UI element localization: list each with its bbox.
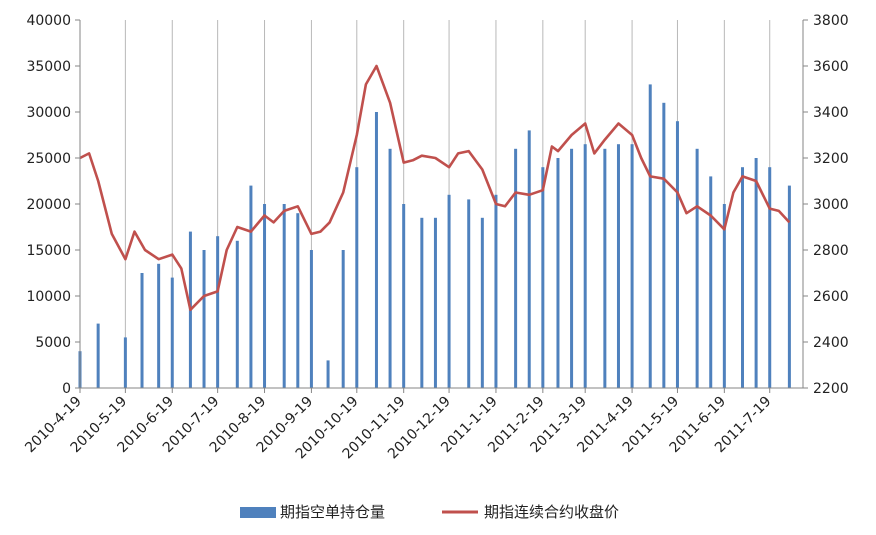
right-tick-label: 2600: [813, 289, 849, 305]
bar: [695, 148, 699, 388]
bar: [402, 204, 406, 388]
bar: [235, 240, 239, 388]
bar: [202, 250, 206, 388]
bar: [675, 121, 679, 388]
bar: [216, 236, 220, 388]
bar: [740, 167, 744, 388]
left-tick-label: 30000: [26, 105, 71, 121]
bar: [722, 204, 726, 388]
bar: [787, 185, 791, 388]
left-tick-label: 40000: [26, 13, 71, 29]
bar: [648, 84, 652, 389]
left-tick-label: 20000: [26, 197, 71, 213]
right-tick-label: 2400: [813, 335, 849, 351]
bar: [541, 167, 545, 388]
bar: [447, 194, 451, 388]
left-tick-label: 25000: [26, 151, 71, 167]
right-tick-label: 3600: [813, 59, 849, 75]
right-tick-label: 3000: [813, 197, 849, 213]
bar: [467, 199, 471, 388]
bar: [556, 158, 560, 388]
left-axis-ticks: 0 5000 10000 15000 20000 25000 30000 35000 40000: [26, 13, 80, 397]
left-tick-label: 0: [62, 381, 71, 397]
left-tick-label: 35000: [26, 59, 71, 75]
bar: [374, 112, 378, 388]
bar: [249, 185, 253, 388]
legend: 期指空单持仓量 期指连续合约收盘价: [240, 503, 619, 521]
bar: [662, 102, 666, 389]
bar: [326, 360, 330, 388]
bar: [603, 148, 607, 388]
bar: [355, 167, 359, 388]
bar: [583, 144, 587, 388]
bar: [96, 323, 100, 388]
legend-bar-swatch: [240, 507, 276, 518]
bar: [754, 158, 758, 388]
bar: [433, 217, 437, 388]
right-axis-ticks: 2200 2400 2600 2800 3000 3200 3400 3600 3800: [803, 13, 849, 397]
bar: [527, 130, 531, 388]
right-tick-label: 3200: [813, 151, 849, 167]
bar: [630, 144, 634, 388]
legend-line-label: 期指连续合约收盘价: [484, 503, 619, 521]
bar: [123, 337, 127, 388]
bar: [420, 217, 424, 388]
bar: [768, 167, 772, 388]
bar: [616, 144, 620, 388]
line-series: [79, 64, 791, 312]
bar: [282, 204, 286, 388]
bar-series: [78, 84, 791, 389]
right-tick-label: 2800: [813, 243, 849, 259]
bar: [480, 217, 484, 388]
legend-bar-label: 期指空单持仓量: [280, 503, 385, 521]
bar: [157, 263, 161, 388]
left-tick-label: 5000: [35, 335, 71, 351]
left-tick-label: 10000: [26, 289, 71, 305]
bar: [570, 148, 574, 388]
bar: [296, 213, 300, 388]
right-tick-label: 2200: [813, 381, 849, 397]
bar: [341, 250, 345, 388]
series-line: [79, 64, 791, 312]
left-tick-label: 15000: [26, 243, 71, 259]
right-tick-label: 3800: [813, 13, 849, 29]
bar: [309, 250, 313, 388]
right-tick-label: 3400: [813, 105, 849, 121]
bar: [494, 194, 498, 388]
bar: [388, 148, 392, 388]
bar: [263, 204, 267, 388]
bar: [709, 176, 713, 388]
bar: [170, 277, 174, 388]
bar: [140, 273, 144, 388]
bar: [514, 148, 518, 388]
